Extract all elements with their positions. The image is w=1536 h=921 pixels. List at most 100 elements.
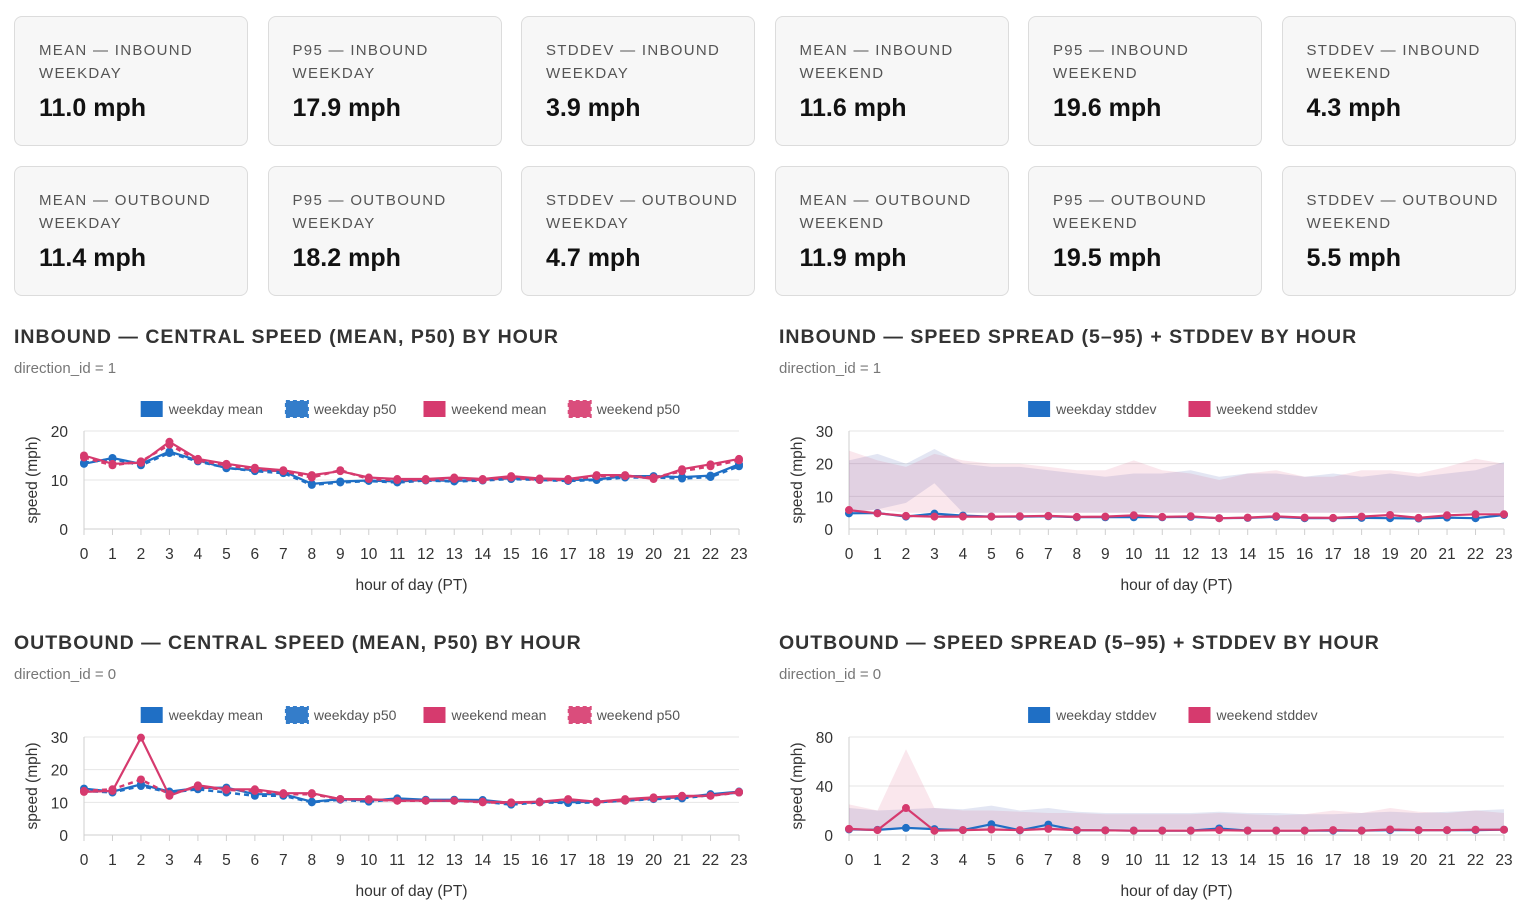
weekend-stddev-legend-swatch	[1188, 401, 1211, 417]
x-tick-label: 16	[531, 546, 548, 563]
x-tick-label: 11	[1154, 852, 1170, 869]
x-tick-label: 9	[1101, 852, 1110, 869]
weekend-stddev-point	[1044, 511, 1053, 520]
weekday-mean-legend-label: weekday mean	[168, 401, 263, 417]
y-tick-label: 0	[824, 522, 833, 539]
x-tick-label: 21	[673, 546, 690, 563]
weekend-p50-point	[507, 798, 516, 807]
weekend-p50-point	[535, 798, 544, 807]
weekend-stddev-point	[1101, 826, 1110, 835]
x-tick-label: 14	[1239, 852, 1257, 869]
weekend-p50-point	[621, 472, 630, 481]
stat-card-label: P95 — INBOUND WEEKEND	[1053, 42, 1190, 82]
weekday-p50-point	[136, 782, 145, 790]
stat-card: MEAN — OUTBOUND WEEKEND 11.9 mph	[774, 166, 1009, 296]
x-tick-label: 4	[194, 546, 203, 563]
weekday-p50-legend-label: weekday p50	[313, 401, 397, 417]
x-tick-label: 0	[845, 546, 854, 563]
weekend-p50-point	[108, 785, 117, 794]
x-tick-label: 5	[222, 546, 231, 563]
y-tick-label: 20	[51, 763, 69, 780]
x-tick-label: 11	[389, 546, 405, 563]
stat-card: MEAN — INBOUND WEEKDAY 11.0 mph	[14, 16, 248, 146]
weekend-stddev-point	[873, 509, 882, 518]
weekend-stddev-point	[901, 511, 910, 520]
stat-card: STDDEV — INBOUND WEEKDAY 3.9 mph	[521, 16, 755, 146]
x-tick-label: 2	[902, 852, 911, 869]
weekend-p50-point	[735, 456, 743, 465]
weekend-stddev-point	[1158, 512, 1167, 521]
x-tick-label: 19	[1381, 546, 1398, 563]
stat-card: STDDEV — OUTBOUND WEEKEND 5.5 mph	[1281, 166, 1516, 296]
weekend-p50-legend-swatch	[567, 706, 592, 724]
x-tick-label: 23	[1495, 852, 1512, 869]
weekend-p50-point	[421, 476, 430, 484]
weekend-p50-point	[364, 795, 373, 804]
stat-card-label: P95 — INBOUND WEEKDAY	[292, 42, 429, 82]
weekend-p50-point	[80, 786, 88, 795]
weekday-mean-legend-swatch	[140, 401, 163, 417]
weekend-stddev-point	[1215, 826, 1224, 835]
weekend-p50-point	[250, 465, 259, 474]
x-tick-label: 15	[503, 546, 520, 563]
weekend-p50-point	[279, 467, 288, 476]
x-tick-label: 9	[1101, 546, 1110, 563]
y-tick-label: 10	[51, 473, 69, 490]
weekend-stddev-point	[1414, 513, 1423, 522]
weekend-p50-point	[478, 798, 487, 807]
x-tick-label: 5	[222, 852, 231, 869]
x-tick-label: 0	[80, 852, 89, 869]
x-tick-label: 3	[165, 852, 174, 869]
y-axis-title: speed (mph)	[24, 742, 41, 829]
x-tick-label: 23	[730, 546, 747, 563]
weekday-p50-legend-swatch	[284, 706, 309, 724]
x-tick-label: 17	[560, 852, 577, 869]
weekend-stddev-point	[958, 826, 967, 835]
x-tick-label: 22	[702, 546, 719, 563]
weekend-stddev-point	[1158, 826, 1167, 835]
weekend-p50-point	[649, 473, 658, 482]
stat-card-label: STDDEV — INBOUND WEEKEND	[1306, 42, 1481, 82]
weekend-p50-point	[421, 796, 430, 805]
weekday-p50-point	[706, 473, 715, 482]
y-axis-title: speed (mph)	[789, 436, 806, 523]
stat-card-value: 3.9 mph	[546, 94, 641, 122]
weekend-p50-point	[564, 476, 573, 484]
x-tick-label: 22	[1467, 852, 1484, 869]
weekday-p5-p95-band	[849, 449, 1504, 513]
stat-card-label: P95 — OUTBOUND WEEKDAY	[292, 192, 447, 232]
stat-card-value: 4.7 mph	[546, 244, 641, 272]
weekday-p50-line	[83, 451, 740, 487]
x-axis-title: hour of day (PT)	[356, 577, 468, 594]
weekend-stddev-point	[1329, 513, 1338, 522]
x-tick-label: 13	[1211, 852, 1228, 869]
weekday-stddev-legend-swatch	[1028, 707, 1051, 723]
x-tick-label: 0	[845, 852, 854, 869]
weekend-mean-line	[83, 440, 740, 481]
weekend-p50-legend-label: weekend p50	[596, 401, 681, 417]
x-tick-label: 14	[1239, 546, 1257, 563]
weekend-p50-legend-label: weekend p50	[596, 707, 681, 723]
x-tick-label: 17	[560, 546, 577, 563]
weekend-p50-point	[250, 786, 259, 795]
x-tick-label: 7	[1044, 546, 1053, 563]
panel-subtitle-outbound-spread: direction_id = 0	[779, 666, 882, 683]
stat-card: STDDEV — OUTBOUND WEEKDAY 4.7 mph	[521, 166, 755, 296]
weekend-stddev-point	[1357, 826, 1366, 835]
weekend-p50-point	[336, 795, 345, 804]
weekend-p50-point	[621, 796, 630, 805]
weekday-p50-point	[678, 474, 687, 483]
weekday-mean-legend-label: weekday mean	[168, 707, 263, 723]
x-tick-label: 12	[417, 852, 434, 869]
x-tick-label: 12	[417, 546, 434, 563]
weekday-stddev-legend-swatch	[1028, 401, 1051, 417]
stat-card: MEAN — INBOUND WEEKEND 11.6 mph	[774, 16, 1009, 146]
stat-card-label: MEAN — INBOUND WEEKEND	[799, 42, 954, 82]
weekend-p50-point	[193, 456, 202, 465]
x-tick-label: 13	[1211, 546, 1228, 563]
weekend-stddev-point	[1129, 826, 1138, 835]
x-tick-label: 16	[531, 852, 548, 869]
weekend-stddev-point	[1243, 513, 1252, 522]
